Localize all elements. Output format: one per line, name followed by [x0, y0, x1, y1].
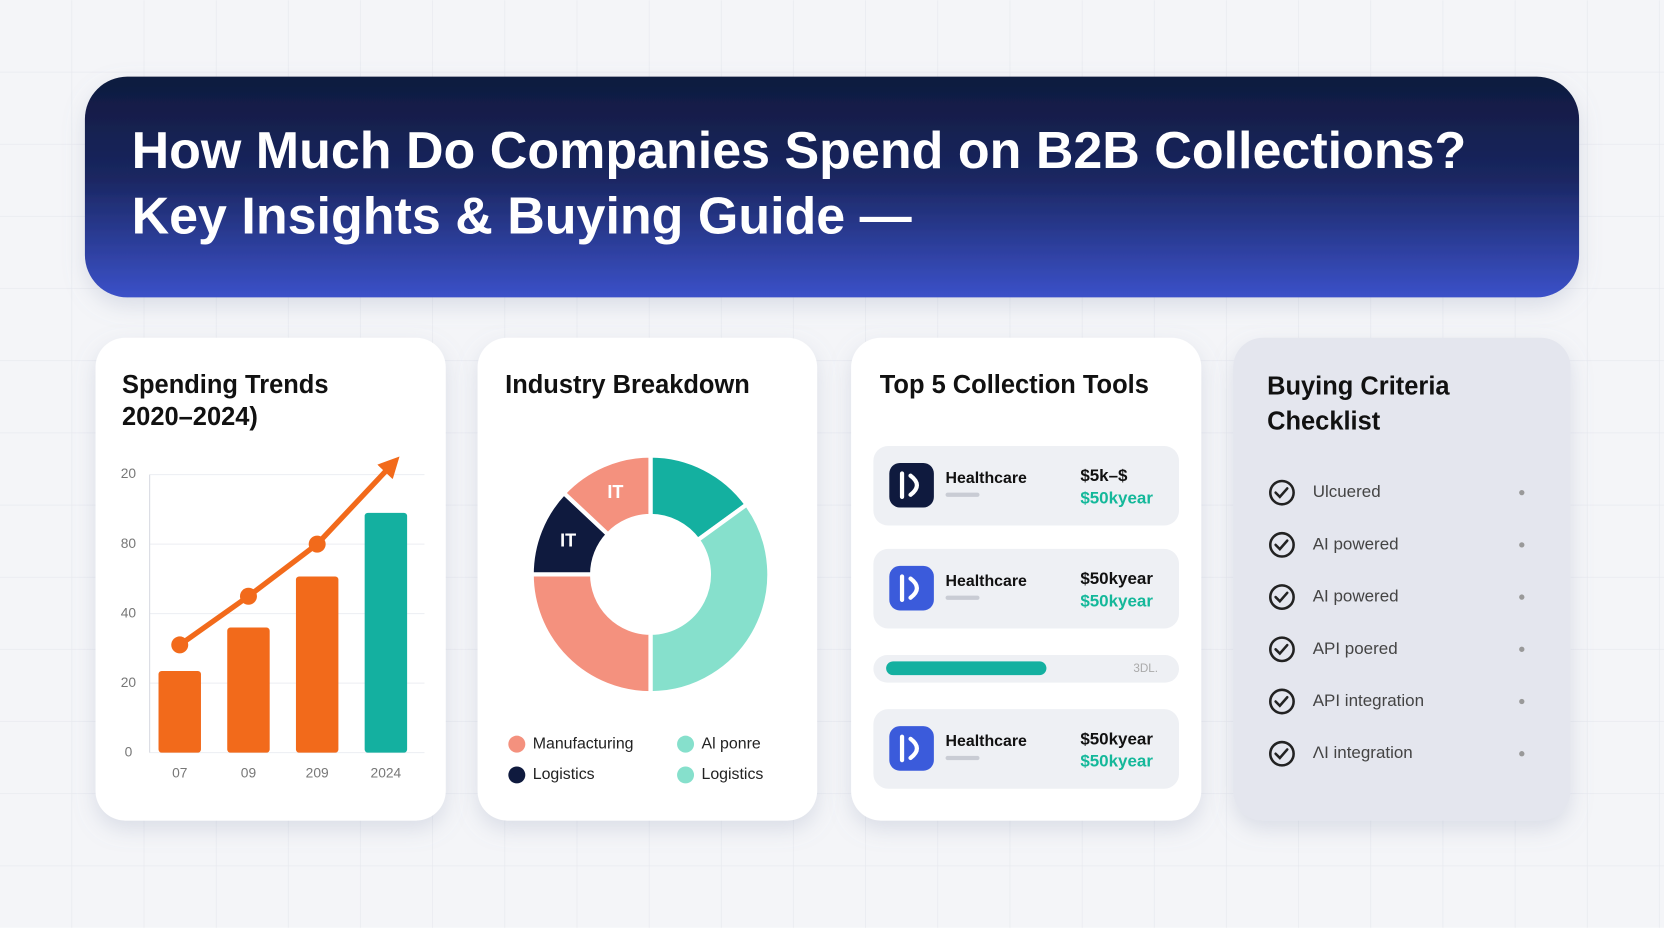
x-tick-label: 09: [241, 766, 257, 781]
donut-segment: [529, 572, 653, 696]
segment-label: IT: [607, 482, 623, 502]
trend-point: [171, 636, 189, 654]
card-title: Industry Breakdown: [505, 371, 750, 399]
tool-name: Healthcare: [946, 470, 1027, 487]
x-tick-label: 209: [306, 766, 329, 781]
legend-label: Al ponre: [701, 735, 760, 752]
check-dot: [1519, 646, 1525, 652]
tool-icon: [889, 462, 934, 508]
card-title: Spending Trends: [122, 371, 328, 399]
check-icon: [1269, 531, 1295, 558]
legend-swatch: [677, 766, 695, 784]
progress-fill: [886, 661, 1047, 676]
check-item: API poered: [1313, 639, 1398, 658]
trend-point: [308, 535, 326, 553]
legend-swatch: [508, 766, 526, 784]
tool-row: [873, 548, 1180, 629]
check-item: AI powered: [1313, 587, 1399, 606]
card-title: Buying Criteria: [1267, 372, 1450, 400]
tool-icon-glyph: [899, 734, 919, 763]
tool-price: $50kyear: [1080, 729, 1153, 748]
bar: [158, 670, 201, 753]
donut-segment: [648, 501, 772, 696]
check-dot: [1519, 751, 1525, 757]
card-title: Checklist: [1267, 407, 1381, 435]
tool-price-sub: $50kyear: [1080, 489, 1153, 508]
legend-swatch: [508, 735, 526, 753]
check-mark: [1274, 643, 1289, 656]
check-mark: [1274, 695, 1289, 708]
legend-label: Manufacturing: [533, 735, 634, 752]
tool-price-sub: $50kyear: [1080, 752, 1153, 771]
card-title: Top 5 Collection Tools: [880, 371, 1149, 399]
x-tick-label: 2024: [371, 766, 402, 781]
legend-label: Logistics: [701, 766, 763, 783]
check-mark: [1274, 748, 1289, 760]
check-item: ΛI integration: [1313, 743, 1413, 762]
check-item: AI powered: [1313, 534, 1399, 553]
progress-text: 3DL.: [1133, 662, 1158, 675]
y-tick-label: 0: [125, 744, 133, 759]
card: [1233, 337, 1571, 821]
x-tick-label: 07: [172, 766, 187, 781]
y-tick-label: 20: [121, 466, 137, 481]
tool-icon-glyph: [899, 471, 919, 500]
check-mark: [1274, 591, 1289, 604]
check-icon: [1269, 688, 1295, 715]
tool-subtext: [945, 595, 980, 600]
tool-subtext: [945, 492, 980, 497]
bar: [364, 512, 408, 753]
segment-label: IT: [560, 531, 576, 551]
card: [477, 337, 818, 821]
card-title: 2020–2024): [122, 403, 258, 431]
tool-icon: [889, 726, 934, 771]
check-item: Ulcuered: [1313, 482, 1381, 501]
y-tick-label: 40: [121, 605, 137, 620]
tool-name: Healthcare: [946, 573, 1027, 590]
check-dot: [1519, 594, 1525, 600]
check-icon: [1269, 636, 1295, 663]
check-mark: [1274, 487, 1289, 499]
tool-price-sub: $50kyear: [1080, 591, 1153, 610]
tool-price: $50kyear: [1080, 569, 1153, 588]
tool-row: [873, 445, 1180, 526]
check-dot: [1519, 698, 1525, 705]
check-dot: [1519, 542, 1525, 548]
header-title: How Much Do Companies Spend on B2B Colle…: [132, 122, 1467, 180]
header-title: Key Insights & Buying Guide —: [132, 188, 912, 246]
check-icon: [1269, 584, 1295, 611]
y-tick-label: 80: [121, 536, 137, 551]
tool-icon-glyph: [899, 574, 919, 602]
bar: [295, 576, 339, 753]
legend-label: Logistics: [533, 766, 595, 783]
check-mark: [1274, 539, 1289, 551]
tool-price: $5k–$: [1080, 466, 1128, 485]
tool-name: Healthcare: [946, 733, 1027, 750]
check-dot: [1519, 490, 1525, 496]
trend-line: [177, 456, 400, 648]
tool-row: [873, 709, 1180, 789]
check-icon: [1269, 740, 1295, 767]
check-icon: [1269, 479, 1295, 506]
bar: [227, 627, 270, 753]
trend-point: [239, 587, 257, 605]
check-item: API integration: [1313, 691, 1424, 710]
tool-icon: [889, 565, 934, 611]
y-tick-label: 20: [121, 675, 137, 690]
donut-segment: [560, 453, 653, 538]
tool-subtext: [945, 755, 980, 761]
legend-swatch: [677, 735, 695, 753]
header-banner: [84, 76, 1580, 298]
